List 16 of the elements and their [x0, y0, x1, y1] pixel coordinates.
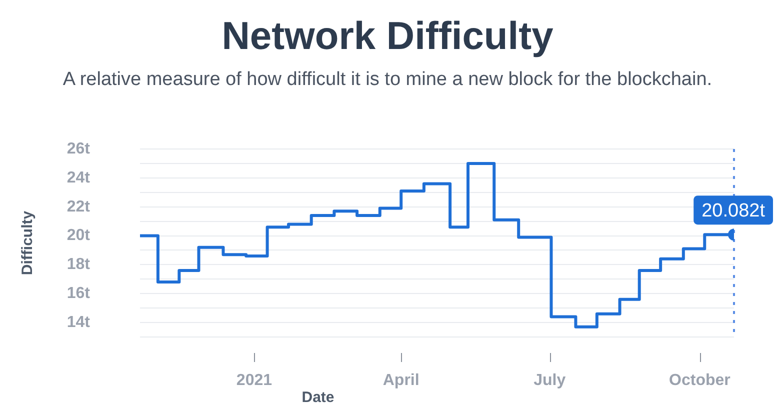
y-tick-label: 14t	[66, 314, 91, 331]
chart-title: Network Difficulty	[220, 14, 554, 60]
x-tick-label: 2021	[236, 372, 272, 390]
x-tick-label: April	[382, 372, 420, 390]
y-tick-label: 16t	[66, 285, 91, 302]
chart-subtitle: A relative measure of how difficult it is to mine a new block for the blockchain.	[62, 68, 714, 92]
y-tick-label: 20t	[66, 227, 91, 244]
x-axis-title: Date	[302, 389, 334, 406]
x-tick-label: October	[669, 372, 730, 390]
data-label: 20.082t	[702, 200, 766, 222]
y-tick-label: 24t	[66, 169, 91, 186]
y-tick-label: 26t	[66, 140, 91, 158]
y-tick-label: 22t	[66, 198, 91, 216]
y-tick-label: 18t	[66, 256, 91, 274]
y-axis-title: Difficulty	[19, 210, 36, 276]
x-tick-label: July	[534, 372, 566, 390]
